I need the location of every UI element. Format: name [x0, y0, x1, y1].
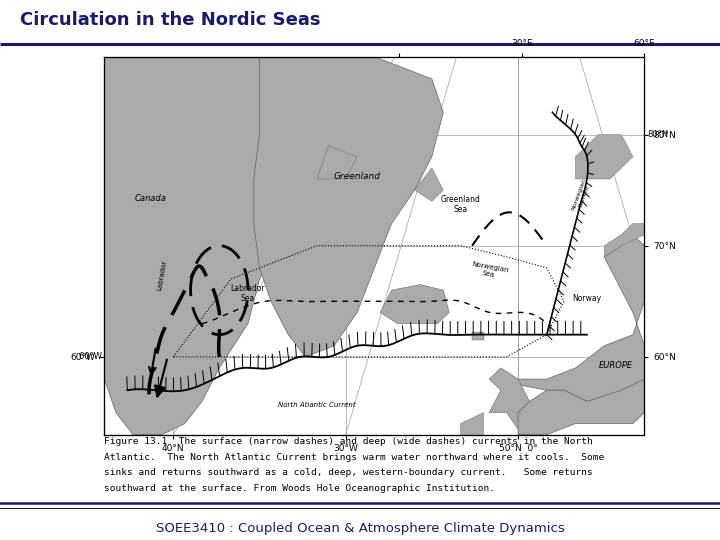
Polygon shape — [575, 134, 633, 179]
Text: Norwegian
Current: Norwegian Current — [570, 178, 592, 213]
Text: Atlantic.  The North Atlantic Current brings warm water northward where it cools: Atlantic. The North Atlantic Current bri… — [104, 453, 605, 462]
Text: Norwegian
Sea: Norwegian Sea — [469, 261, 509, 280]
Text: Greenland
Sea: Greenland Sea — [441, 195, 480, 214]
Polygon shape — [472, 333, 484, 340]
Text: Norway: Norway — [572, 294, 601, 303]
Polygon shape — [604, 224, 644, 257]
Text: Canada: Canada — [135, 194, 166, 203]
Text: sinks and returns southward as a cold, deep, western-boundary current.   Some re: sinks and returns southward as a cold, d… — [104, 468, 593, 477]
Text: Labrador
Sea: Labrador Sea — [230, 284, 266, 303]
Text: SOEE3410 : Coupled Ocean & Atmosphere Climate Dynamics: SOEE3410 : Coupled Ocean & Atmosphere Cl… — [156, 522, 564, 535]
Text: 60°W: 60°W — [78, 353, 104, 361]
Polygon shape — [518, 379, 644, 435]
Polygon shape — [104, 57, 317, 435]
Polygon shape — [317, 146, 357, 179]
Text: southward at the surface. From Woods Hole Oceanographic Institution.: southward at the surface. From Woods Hol… — [104, 484, 495, 493]
Polygon shape — [415, 168, 444, 201]
Text: Labrador: Labrador — [156, 260, 168, 291]
Text: EUROPE: EUROPE — [598, 361, 633, 370]
Polygon shape — [490, 368, 529, 446]
Polygon shape — [380, 285, 449, 323]
Text: North Atlantic Current: North Atlantic Current — [278, 402, 356, 408]
Text: Figure 13.1  The surface (narrow dashes) and deep (wide dashes) currents in the : Figure 13.1 The surface (narrow dashes) … — [104, 437, 593, 447]
Polygon shape — [490, 234, 644, 401]
Polygon shape — [461, 413, 484, 446]
Text: 80°N: 80°N — [647, 130, 668, 139]
Text: Greenland: Greenland — [333, 172, 381, 181]
Text: Circulation in the Nordic Seas: Circulation in the Nordic Seas — [20, 11, 320, 29]
Polygon shape — [253, 57, 444, 357]
